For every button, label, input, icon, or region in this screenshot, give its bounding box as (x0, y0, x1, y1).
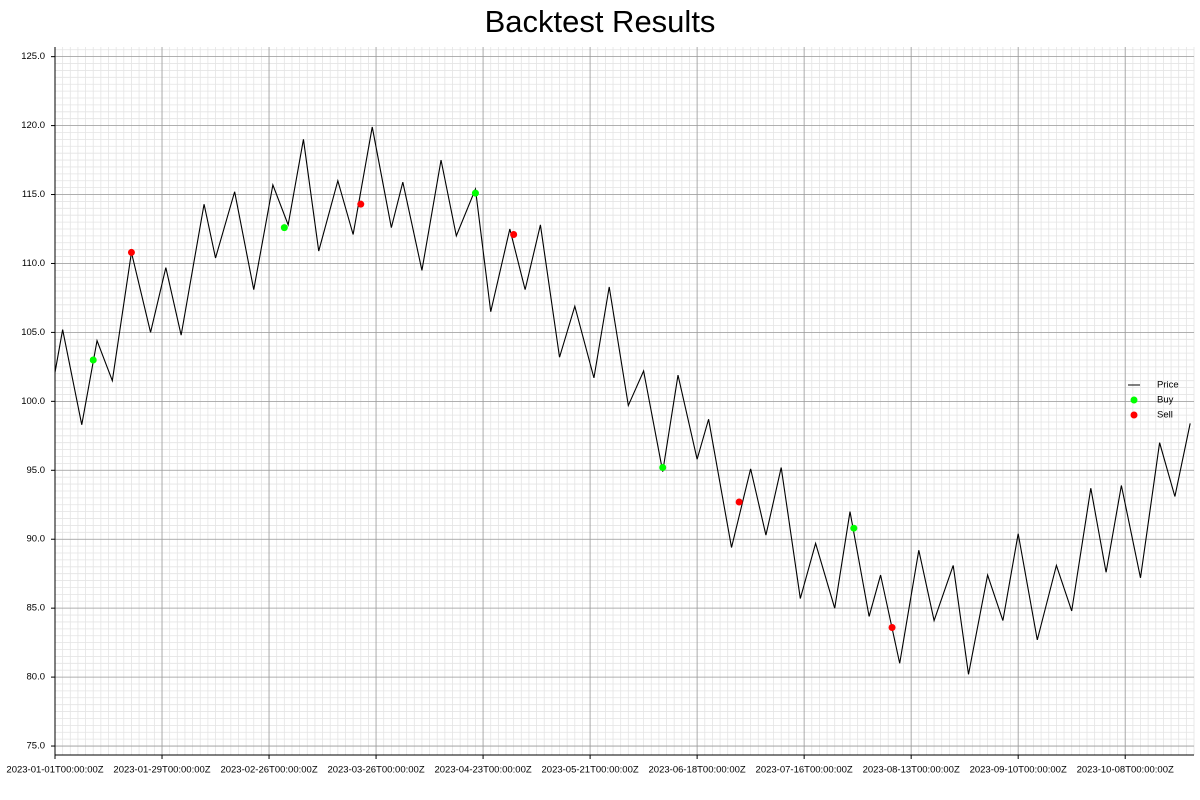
y-tick-label: 115.0 (22, 189, 45, 200)
x-tick-label: 2023-03-26T00:00:00Z (327, 765, 424, 776)
x-tick-label: 2023-07-16T00:00:00Z (756, 765, 853, 776)
y-tick-label: 100.0 (21, 396, 45, 407)
y-tick-label: 105.0 (21, 327, 45, 338)
signal-point (659, 464, 667, 472)
y-tick-label: 110.0 (22, 258, 45, 269)
chart-title: Backtest Results (485, 4, 716, 39)
signal-point (127, 248, 135, 256)
x-tick-label: 2023-02-26T00:00:00Z (220, 765, 317, 776)
y-tick-label: 90.0 (27, 534, 46, 545)
price-line (54, 126, 1191, 675)
signal-point (89, 356, 97, 364)
signal-point (888, 623, 896, 631)
x-tick-label: 2023-01-29T00:00:00Z (113, 765, 210, 776)
y-tick-label: 120.0 (21, 120, 45, 131)
legend-swatch (1130, 396, 1138, 404)
x-tick-label: 2023-08-13T00:00:00Z (863, 765, 960, 776)
y-tick-label: 95.0 (27, 465, 46, 476)
legend-label: Sell (1157, 410, 1173, 421)
signal-point (280, 224, 288, 232)
x-tick-label: 2023-10-08T00:00:00Z (1077, 765, 1174, 776)
signal-point (735, 498, 743, 506)
y-tick-label: 125.0 (21, 51, 45, 62)
legend-swatch (1130, 411, 1138, 419)
signal-point (471, 189, 479, 197)
x-tick-label: 2023-09-10T00:00:00Z (970, 765, 1067, 776)
signal-point (510, 231, 518, 239)
x-tick-label: 2023-05-21T00:00:00Z (542, 765, 639, 776)
legend-label: Buy (1157, 395, 1174, 406)
signal-point (850, 524, 858, 532)
y-tick-label: 75.0 (27, 741, 46, 752)
x-tick-label: 2023-06-18T00:00:00Z (649, 765, 746, 776)
x-tick-label: 2023-04-23T00:00:00Z (434, 765, 531, 776)
y-tick-label: 85.0 (27, 603, 46, 614)
x-tick-label: 2023-01-01T00:00:00Z (6, 765, 103, 776)
signal-point (357, 200, 365, 208)
y-tick-label: 80.0 (27, 672, 46, 683)
legend-label: Price (1157, 380, 1179, 391)
